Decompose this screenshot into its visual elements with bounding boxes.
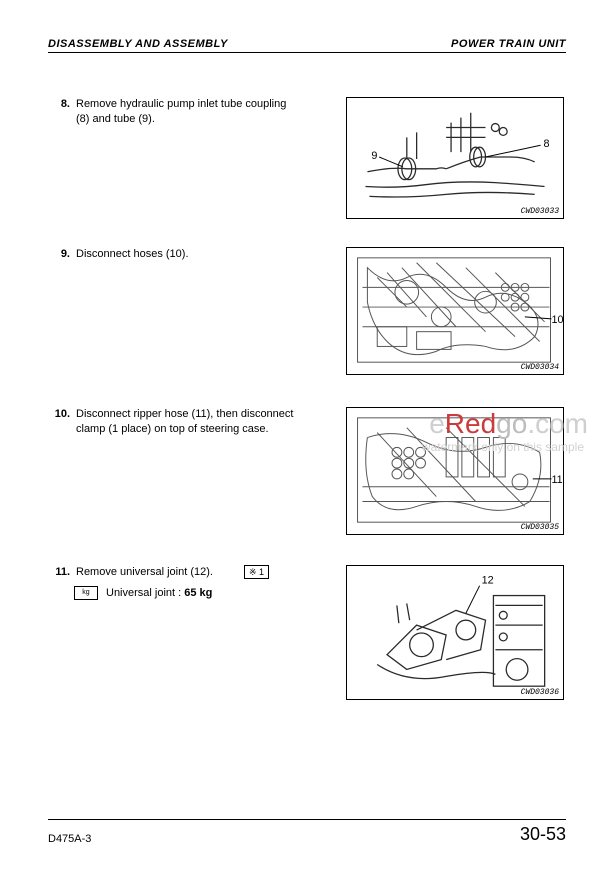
footer-page: 30-53: [520, 824, 566, 845]
callout-10: 10: [551, 314, 563, 326]
watermark-sub: watermark only on this sample: [422, 440, 584, 454]
footer-model: D475A-3: [48, 833, 91, 845]
note-marker: ※ 1: [244, 565, 269, 579]
header-right: POWER TRAIN UNIT: [451, 38, 566, 50]
watermark-main: eRedgo.com: [429, 408, 588, 440]
step-text: Disconnect ripper hose (11), then discon…: [76, 407, 295, 437]
callout-9: 9: [371, 150, 377, 162]
step-number: 11.: [48, 565, 70, 580]
figure-code: CWD03035: [521, 523, 559, 532]
callout-11: 11: [551, 474, 562, 486]
header-left: DISASSEMBLY AND ASSEMBLY: [48, 38, 228, 50]
callout-12: 12: [482, 575, 494, 587]
callout-8: 8: [544, 138, 550, 150]
figure-code: CWD03034: [521, 363, 559, 372]
step-9: 9. Disconnect hoses (10).: [48, 247, 566, 375]
step-text: Remove universal joint (12). ※ 1: [76, 565, 295, 580]
steps-container: 8. Remove hydraulic pump inlet tube coup…: [48, 97, 566, 700]
figure-code: CWD03036: [521, 688, 559, 697]
kg-icon: kg: [74, 586, 98, 600]
step-number: 10.: [48, 407, 70, 437]
step-number: 8.: [48, 97, 70, 127]
weight-row: kg Universal joint : 65 kg: [74, 586, 295, 600]
step-number: 9.: [48, 247, 70, 262]
page-footer: D475A-3 30-53: [48, 819, 566, 845]
weight-text: Universal joint : 65 kg: [106, 587, 212, 599]
step-text: Disconnect hoses (10).: [76, 247, 295, 262]
step-8: 8. Remove hydraulic pump inlet tube coup…: [48, 97, 566, 219]
figure-11: 12 CWD03036: [346, 565, 564, 700]
page-header: DISASSEMBLY AND ASSEMBLY POWER TRAIN UNI…: [48, 38, 566, 53]
figure-9: 10 CWD03034: [346, 247, 564, 375]
step-text: Remove hydraulic pump inlet tube couplin…: [76, 97, 295, 127]
step-11: 11. Remove universal joint (12). ※ 1 kg …: [48, 565, 566, 700]
figure-8: 9 8 CWD03033: [346, 97, 564, 219]
figure-code: CWD03033: [521, 207, 559, 216]
